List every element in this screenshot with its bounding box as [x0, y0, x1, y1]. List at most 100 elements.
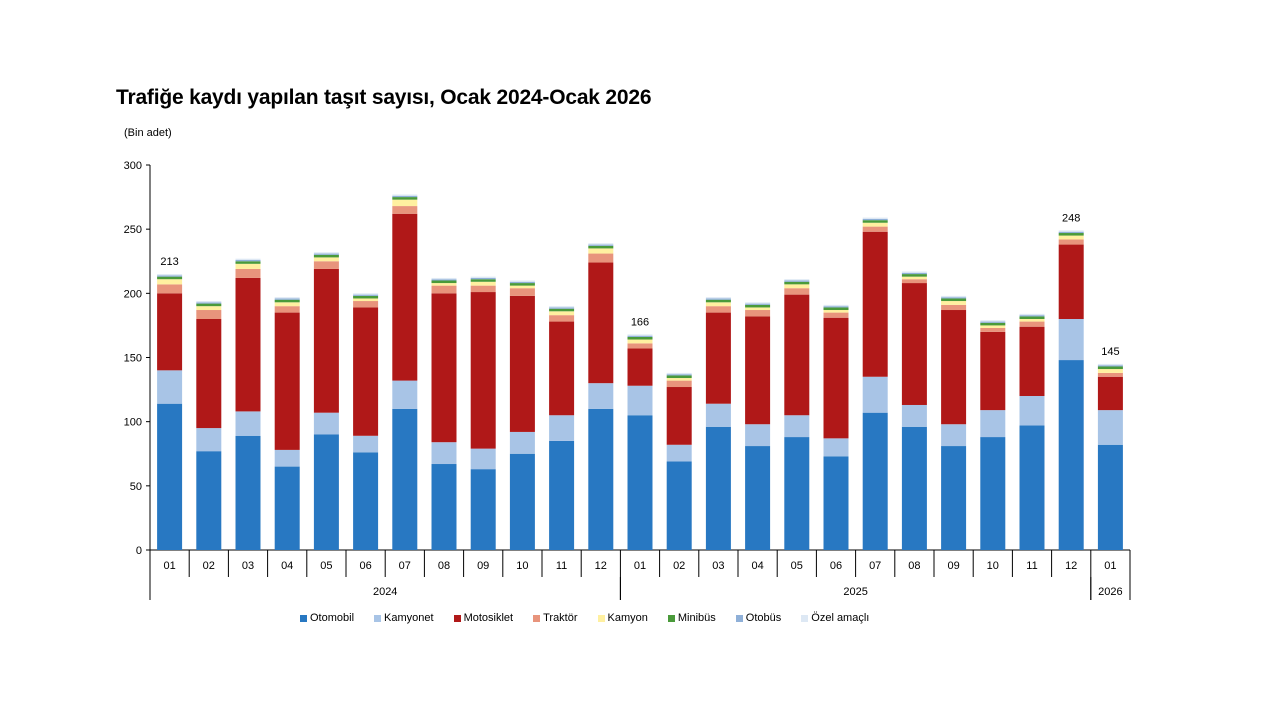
bar-segment-otomobil — [1058, 360, 1084, 550]
bar-segment-motosiklet — [157, 293, 183, 371]
bar-segment-otomobil — [392, 408, 418, 550]
bar-segment-otob-s — [509, 281, 535, 284]
bar-segment-otomobil — [509, 453, 535, 550]
bar-segment-kamyonet — [235, 411, 261, 436]
unit-label: (Bin adet) — [124, 127, 172, 139]
bar-segment-kamyonet — [980, 410, 1006, 438]
x-tick-label: 11 — [1026, 560, 1037, 572]
bar-segment-kamyon — [196, 306, 222, 311]
bar-segment-kamyonet — [941, 424, 967, 447]
x-tick-label: 01 — [163, 560, 175, 572]
bar-segment-motosiklet — [549, 321, 575, 416]
bar-segment-trakt-r — [392, 206, 418, 214]
bar-segment--zel-ama-l- — [784, 279, 810, 281]
bar-segment-otob-s — [157, 275, 183, 277]
bar-segment-trakt-r — [313, 261, 339, 269]
bar-segment-kamyonet — [431, 442, 457, 465]
y-tick-label: 200 — [124, 288, 142, 300]
bar-segment--zel-ama-l- — [274, 297, 300, 299]
x-tick-label: 11 — [556, 560, 567, 572]
bar-segment--zel-ama-l- — [823, 304, 849, 307]
legend-swatch — [667, 614, 675, 622]
bar-segment-motosiklet — [588, 262, 614, 384]
bar-segment-kamyon — [862, 222, 888, 227]
bar-segment-minib-s — [431, 280, 457, 284]
bar-segment-kamyon — [274, 302, 300, 307]
data-label: 145 — [1101, 346, 1119, 358]
bar-segment-motosiklet — [196, 319, 222, 429]
x-tick-label: 07 — [869, 560, 881, 572]
legend-item: Otobüs — [735, 612, 781, 624]
bar-segment-trakt-r — [666, 380, 692, 388]
bar-segment-otob-s — [235, 259, 261, 262]
y-tick-label: 300 — [124, 160, 142, 172]
legend-swatch — [300, 614, 307, 622]
bar-segment-otob-s — [588, 244, 614, 246]
bar-segment-trakt-r — [980, 327, 1006, 332]
bar-segment-otob-s — [1019, 315, 1045, 317]
bar-segment-kamyon — [1097, 369, 1123, 373]
bar-segment-kamyon — [313, 257, 339, 262]
x-tick-label: 03 — [242, 560, 254, 572]
bar-segment-trakt-r — [745, 310, 771, 317]
bar-segment-kamyonet — [353, 435, 379, 453]
bar-segment-minib-s — [862, 220, 888, 223]
legend-item: Otomobil — [300, 612, 354, 624]
legend-swatch — [374, 614, 382, 622]
bar-segment-motosiklet — [392, 213, 418, 381]
bar-segment-otomobil — [901, 426, 927, 550]
x-tick-label: 02 — [673, 560, 685, 572]
bar-segment--zel-ama-l- — [353, 293, 379, 295]
bar-segment-minib-s — [509, 283, 535, 286]
legend-swatch — [453, 614, 461, 622]
bar-segment-kamyonet — [196, 428, 222, 452]
bar-segment-otomobil — [784, 437, 810, 550]
bar-segment-minib-s — [1097, 366, 1123, 370]
bar-segment-kamyonet — [313, 412, 339, 435]
bar-segment-motosiklet — [980, 331, 1006, 411]
bar-segment--zel-ama-l- — [392, 194, 418, 196]
bar-segment-otomobil — [431, 464, 457, 550]
bar-segment-trakt-r — [627, 343, 653, 349]
bar-segment--zel-ama-l- — [862, 217, 888, 219]
bar-segment-otomobil — [862, 412, 888, 550]
bar-segment-motosiklet — [431, 293, 457, 443]
bar-segment-minib-s — [705, 299, 731, 303]
legend-item: Kamyonet — [374, 612, 434, 624]
bar-segment--zel-ama-l- — [431, 277, 457, 280]
legend-item: Kamyon — [597, 612, 648, 624]
legend-swatch — [801, 614, 809, 622]
bar-segment-otomobil — [745, 446, 771, 550]
bar-segment-kamyonet — [509, 431, 535, 454]
bar-segment-otomobil — [666, 461, 692, 550]
bar-segment-minib-s — [196, 303, 222, 307]
bar-segment-otomobil — [196, 451, 222, 550]
bar-segment-kamyonet — [470, 448, 496, 470]
x-tick-label: 02 — [203, 560, 215, 572]
x-tick-label: 10 — [987, 560, 999, 572]
bar-segment-trakt-r — [901, 279, 927, 284]
bar-segment--zel-ama-l- — [901, 271, 927, 273]
x-tick-label: 01 — [634, 560, 646, 572]
x-tick-label: 05 — [791, 560, 803, 572]
bar-segment-otomobil — [1097, 444, 1123, 550]
bar-segment-kamyon — [549, 311, 575, 316]
x-tick-label: 10 — [516, 560, 528, 572]
bar-segment--zel-ama-l- — [470, 276, 496, 278]
bar-segment-kamyonet — [784, 415, 810, 438]
bar-segment-otob-s — [274, 298, 300, 300]
bar-segment-kamyonet — [157, 370, 183, 404]
bar-segment--zel-ama-l- — [235, 258, 261, 260]
bar-segment--zel-ama-l- — [313, 252, 339, 254]
bar-segment-otomobil — [353, 452, 379, 550]
bar-segment-motosiklet — [745, 316, 771, 425]
bar-segment-motosiklet — [235, 277, 261, 412]
bar-segment-motosiklet — [901, 283, 927, 405]
bar-segment-minib-s — [353, 295, 379, 299]
legend-item: Minibüs — [667, 612, 716, 624]
x-tick-label: 04 — [751, 560, 763, 572]
bar-segment-motosiklet — [627, 348, 653, 386]
bar-segment-kamyonet — [392, 380, 418, 409]
bar-segment-kamyon — [823, 310, 849, 313]
bar-segment--zel-ama-l- — [588, 243, 614, 245]
